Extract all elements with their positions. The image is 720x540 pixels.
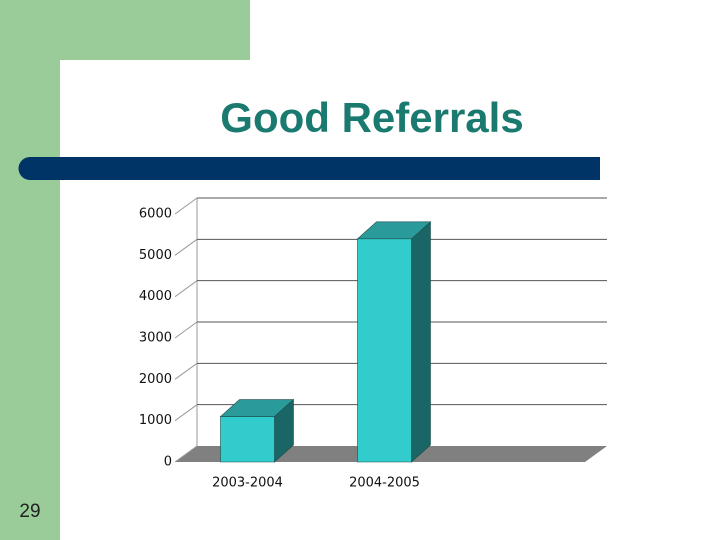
bar	[356, 221, 432, 463]
y-tick-label: 3000	[139, 331, 172, 346]
bar-front	[357, 238, 412, 463]
tick-mark	[174, 362, 198, 380]
y-tick-label: 5000	[139, 248, 172, 263]
tick-mark	[174, 238, 198, 256]
bar-front	[220, 416, 275, 463]
x-tick-label: 2003-2004	[212, 476, 283, 491]
y-tick-label: 0	[164, 455, 172, 470]
bar	[219, 398, 295, 463]
y-tick-label: 2000	[139, 372, 172, 387]
tick-mark	[174, 280, 198, 298]
page-number: 29	[19, 501, 40, 522]
y-tick-label: 1000	[139, 413, 172, 428]
bar-side	[411, 221, 431, 463]
top-block	[0, 0, 250, 60]
chart-title: Good Referrals	[220, 94, 523, 141]
side-strip	[0, 0, 60, 540]
tick-mark	[174, 197, 198, 215]
title-rule	[18, 157, 601, 180]
tick-mark	[174, 404, 198, 422]
y-tick-label: 4000	[139, 289, 172, 304]
tick-mark	[174, 321, 198, 339]
y-tick-label: 6000	[139, 207, 172, 222]
x-tick-label: 2004-2005	[349, 476, 420, 491]
tick-mark	[174, 445, 198, 463]
